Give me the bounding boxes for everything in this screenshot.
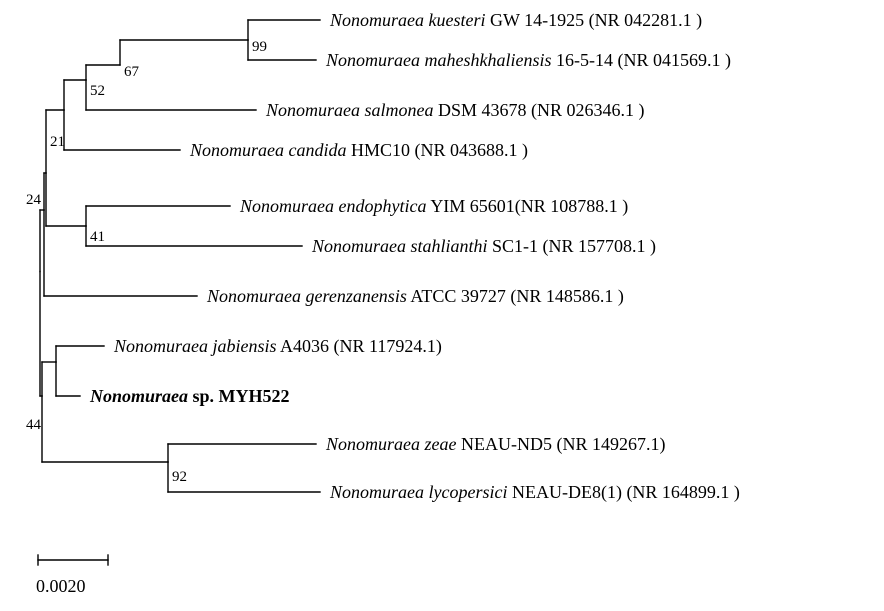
- support-value: 44: [26, 418, 41, 433]
- taxon-candida: Nonomuraea candida HMC10 (NR 043688.1 ): [190, 141, 528, 159]
- taxon-strain: 16-5-14 (NR 041569.1 ): [556, 50, 731, 70]
- taxon-genus: Nonomuraea stahlianthi: [312, 236, 488, 256]
- taxon-genus: Nonomuraea lycopersici: [330, 482, 507, 502]
- taxon-kuesteri: Nonomuraea kuesteri GW 14-1925 (NR 04228…: [330, 11, 702, 29]
- taxon-jabiensis: Nonomuraea jabiensis A4036 (NR 117924.1): [114, 337, 442, 355]
- taxon-stahlianthi: Nonomuraea stahlianthi SC1-1 (NR 157708.…: [312, 237, 656, 255]
- taxon-genus: Nonomuraea gerenzanensis: [207, 286, 407, 306]
- taxon-strain: MYH522: [219, 386, 290, 406]
- taxon-genus: Nonomuraea: [90, 386, 188, 406]
- taxon-genus: Nonomuraea endophytica: [240, 196, 426, 216]
- taxon-strain: YIM 65601(NR 108788.1 ): [430, 196, 628, 216]
- taxon-strain: DSM 43678 (NR 026346.1 ): [438, 100, 645, 120]
- support-value: 67: [124, 65, 139, 80]
- taxon-genus: Nonomuraea maheshkhaliensis: [326, 50, 551, 70]
- taxon-myh522: Nonomuraea sp. MYH522: [90, 387, 290, 405]
- scale-bar-label: 0.0020: [36, 576, 86, 597]
- taxon-strain: A4036 (NR 117924.1): [280, 336, 442, 356]
- taxon-genus: Nonomuraea candida: [190, 140, 347, 160]
- taxon-strain: SC1-1 (NR 157708.1 ): [492, 236, 656, 256]
- taxon-maheshkhaliensis: Nonomuraea maheshkhaliensis 16-5-14 (NR …: [326, 51, 731, 69]
- taxon-gerenzanensis: Nonomuraea gerenzanensis ATCC 39727 (NR …: [207, 287, 624, 305]
- taxon-salmonea: Nonomuraea salmonea DSM 43678 (NR 026346…: [266, 101, 645, 119]
- taxon-zeae: Nonomuraea zeae NEAU-ND5 (NR 149267.1): [326, 435, 665, 453]
- taxon-strain: NEAU-DE8(1) (NR 164899.1 ): [512, 482, 740, 502]
- taxon-sp: sp.: [193, 386, 215, 406]
- support-value: 99: [252, 40, 267, 55]
- support-value: 21: [50, 135, 65, 150]
- support-value: 24: [26, 193, 41, 208]
- taxon-strain: ATCC 39727 (NR 148586.1 ): [410, 286, 624, 306]
- taxon-genus: Nonomuraea salmonea: [266, 100, 434, 120]
- taxon-genus: Nonomuraea jabiensis: [114, 336, 277, 356]
- taxon-lycopersici: Nonomuraea lycopersici NEAU-DE8(1) (NR 1…: [330, 483, 740, 501]
- taxon-endophytica: Nonomuraea endophytica YIM 65601(NR 1087…: [240, 197, 628, 215]
- taxon-strain: NEAU-ND5 (NR 149267.1): [461, 434, 665, 454]
- taxon-strain: HMC10 (NR 043688.1 ): [351, 140, 528, 160]
- support-value: 52: [90, 84, 105, 99]
- taxon-genus: Nonomuraea kuesteri: [330, 10, 485, 30]
- support-value: 92: [172, 470, 187, 485]
- taxon-genus: Nonomuraea zeae: [326, 434, 456, 454]
- taxon-strain: GW 14-1925 (NR 042281.1 ): [490, 10, 702, 30]
- support-value: 41: [90, 230, 105, 245]
